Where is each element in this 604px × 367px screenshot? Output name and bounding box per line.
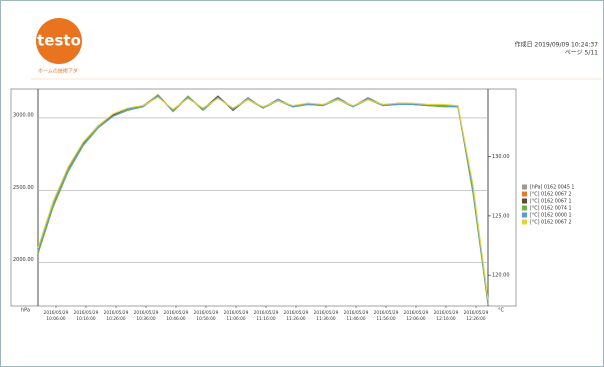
x-tick-label-line: 2016/05/29	[404, 310, 429, 316]
x-tick-label-line: 2016/05/29	[164, 310, 189, 316]
x-tick-label: 2016/05/29 10:06:00	[44, 310, 69, 322]
x-tick-label: 2016/05/29 12:16:00	[434, 310, 459, 322]
series-line	[37, 95, 489, 303]
x-tick-label-line: 2016/05/29	[104, 310, 129, 316]
x-tick-label-line: 12:26:00	[466, 316, 486, 322]
x-tick-label-line: 10:16:00	[76, 316, 96, 322]
y2-unit: °C	[498, 308, 505, 314]
x-tick-label-line: 11:26:00	[286, 316, 306, 322]
x-tick-label-line: 2016/05/29	[464, 310, 489, 316]
series-line	[37, 94, 489, 304]
x-tick-label-line: 10:36:00	[136, 316, 156, 322]
legend-swatch	[522, 184, 527, 190]
legend-label: [°C] 0162 0074 1	[530, 206, 572, 212]
x-tick-label-line: 2016/05/29	[44, 310, 69, 316]
x-tick-label: 2016/05/29 11:56:00	[374, 310, 399, 322]
created-date: 作成日 2019/09/09 10:24:37	[515, 41, 599, 49]
x-tick-label-line: 10:46:00	[166, 316, 186, 322]
x-tick-label-line: 10:26:00	[106, 316, 126, 322]
x-tick-label: 2016/05/29 10:16:00	[74, 310, 99, 322]
series-line	[37, 96, 489, 301]
y2-tick-label: 120.00	[492, 273, 510, 279]
x-tick-label: 2016/05/29 10:56:00	[194, 310, 219, 322]
x-tick-label-line: 2016/05/29	[284, 310, 309, 316]
logo-badge	[36, 18, 82, 64]
x-tick-label: 2016/05/29 10:46:00	[164, 310, 189, 322]
legend-swatch	[522, 198, 527, 204]
x-tick-label: 2016/05/29 10:36:00	[134, 310, 159, 322]
legend-label: [hPa] 0162 0045 1	[530, 185, 574, 191]
legend-label: [°C] 0162 0067 1	[530, 199, 572, 205]
x-tick-label: 2016/05/29 11:16:00	[254, 310, 279, 322]
x-tick-label-line: 2016/05/29	[314, 310, 339, 316]
tagline: ホームの技術アダ	[38, 68, 78, 75]
series-line	[37, 94, 489, 305]
x-tick-label-line: 2016/05/29	[134, 310, 159, 316]
y2-tick-label: 125.00	[492, 213, 510, 219]
x-tick-label-line: 11:06:00	[226, 316, 246, 322]
x-tick-label-line: 2016/05/29	[74, 310, 99, 316]
x-tick-label-line: 2016/05/29	[194, 310, 219, 316]
series-line	[37, 95, 489, 302]
x-tick-label-line: 12:06:00	[406, 316, 426, 322]
x-tick-label: 2016/05/29 12:06:00	[404, 310, 429, 322]
x-tick-label: 2016/05/29 12:26:00	[464, 310, 489, 322]
y-tick-label: 2500.00	[13, 185, 34, 191]
x-tick-label: 2016/05/29 11:26:00	[284, 310, 309, 322]
x-tick-label-line: 10:06:00	[46, 316, 66, 322]
x-tick-label-line: 2016/05/29	[254, 310, 279, 316]
y-tick-label: 2000.00	[13, 257, 34, 263]
legend-swatch	[522, 191, 527, 197]
y2-tick-label: 130.00	[492, 154, 510, 160]
x-tick-label-line: 2016/05/29	[344, 310, 369, 316]
logo: testo	[37, 32, 81, 50]
x-tick-label-line: 2016/05/29	[374, 310, 399, 316]
x-tick-label-line: 11:46:00	[346, 316, 366, 322]
legend-label: [°C] 0162 0067 2	[530, 220, 572, 226]
x-tick-label-line: 2016/05/29	[224, 310, 249, 316]
series-line	[37, 94, 489, 304]
x-tick-label: 2016/05/29 11:36:00	[314, 310, 339, 322]
x-tick-label-line: 12:16:00	[436, 316, 456, 322]
x-tick-label: 2016/05/29 10:26:00	[104, 310, 129, 322]
x-tick-label-line: 2016/05/29	[434, 310, 459, 316]
x-tick-label-line: 11:16:00	[256, 316, 276, 322]
x-tick-label-line: 11:36:00	[316, 316, 336, 322]
y-tick-label: 3000.00	[13, 112, 34, 118]
x-tick-label: 2016/05/29 11:06:00	[224, 310, 249, 322]
page-number: ページ 5/11	[565, 50, 598, 57]
legend-label: [°C] 0162 0067 2	[530, 192, 572, 198]
y-unit: hPa	[21, 308, 30, 314]
x-tick-label-line: 11:56:00	[376, 316, 396, 322]
legend-swatch	[522, 219, 527, 225]
legend-swatch	[522, 212, 527, 218]
x-tick-label: 2016/05/29 11:46:00	[344, 310, 369, 322]
legend-swatch	[522, 205, 527, 211]
chart-frame	[10, 88, 517, 307]
x-tick-label-line: 10:56:00	[196, 316, 216, 322]
legend-label: [°C] 0162 0000 1	[530, 213, 572, 219]
